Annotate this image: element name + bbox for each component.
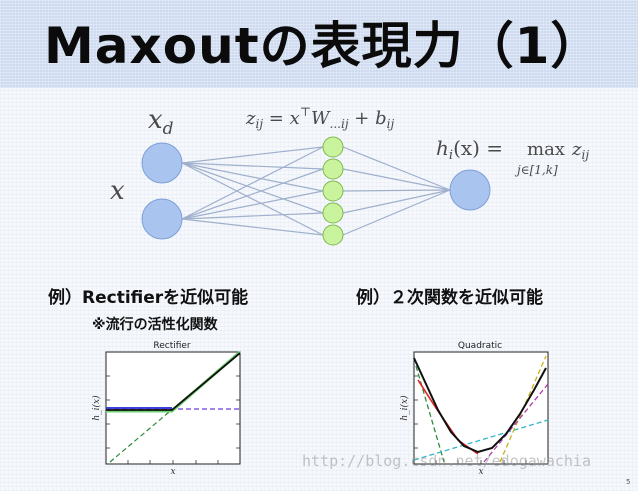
rectifier-dashed-slope: [109, 351, 241, 463]
rectifier-caption: 例）Rectifierを近似可能: [48, 288, 249, 308]
hidden-node: [322, 180, 344, 202]
input-hidden-edge: [181, 162, 324, 214]
quadratic-ylabel: h_i(x): [399, 395, 410, 421]
h-formula: hi(x) =: [436, 136, 503, 163]
rectifier-plot-title: Rectifier: [153, 341, 191, 351]
hidden-output-edge: [342, 189, 451, 192]
input-hidden-edge: [181, 212, 324, 220]
output-node: [449, 169, 491, 211]
quadratic-caption: 例）２次関数を近似可能: [356, 288, 543, 308]
z-formula: zij = x⊤W...ij + bij: [245, 105, 394, 131]
quadratic-max-curve: [413, 357, 547, 454]
h-formula-z: zij: [571, 139, 589, 162]
input-label-x: x: [110, 176, 125, 206]
input-hidden-edge: [181, 162, 324, 170]
activation-note: ※流行の活性化関数: [92, 317, 218, 333]
rectifier-xlabel: x: [170, 467, 175, 476]
input-hidden-edge: [181, 162, 324, 192]
rectifier-ticks: [106, 375, 240, 464]
hidden-node: [322, 224, 344, 246]
input-hidden-edge: [181, 168, 324, 220]
input-label-xd: xd: [148, 105, 174, 139]
rectifier-plot: Rectifier h_i(x) x: [91, 341, 241, 476]
quadratic-plot-title: Quadratic: [458, 341, 502, 351]
slide-title: Maxoutの表現力（1）: [44, 17, 602, 75]
hidden-output-edge: [342, 146, 451, 191]
input-hidden-edge: [181, 146, 324, 220]
input-node-bottom: [141, 198, 183, 240]
input-node-top: [141, 142, 183, 184]
hidden-output-edge: [342, 189, 451, 236]
rectifier-max-line: [106, 352, 241, 411]
input-hidden-edge: [181, 162, 324, 236]
h-formula-max: max: [527, 139, 565, 160]
hidden-node: [322, 158, 344, 180]
quadratic-xlabel: x: [478, 467, 483, 476]
maxout-network-diagram: xd x zij = x⊤W...ij + bij hi(x) = max j∈…: [110, 105, 589, 246]
network-edges: [181, 146, 451, 236]
hidden-output-edge: [342, 168, 451, 191]
hidden-output-edge: [342, 189, 451, 214]
hidden-node: [322, 202, 344, 224]
hidden-node: [322, 136, 344, 158]
page-number: 5: [626, 478, 631, 486]
quadratic-plot: Quadratic h_i(x) x: [399, 341, 549, 476]
input-hidden-edge: [181, 146, 324, 164]
h-formula-max-sub: j∈[1,k]: [514, 163, 558, 177]
input-hidden-edge: [181, 190, 324, 220]
quadratic-plot-frame: [413, 351, 549, 465]
rectifier-ylabel: h_i(x): [91, 395, 102, 421]
hidden-layer: [322, 136, 344, 246]
input-hidden-edge: [181, 218, 324, 236]
quadratic-ticks: [414, 375, 527, 464]
watermark: http://blog.csdn.net/edogawachia: [302, 452, 591, 470]
title-bar: Maxoutの表現力（1）: [0, 0, 638, 89]
